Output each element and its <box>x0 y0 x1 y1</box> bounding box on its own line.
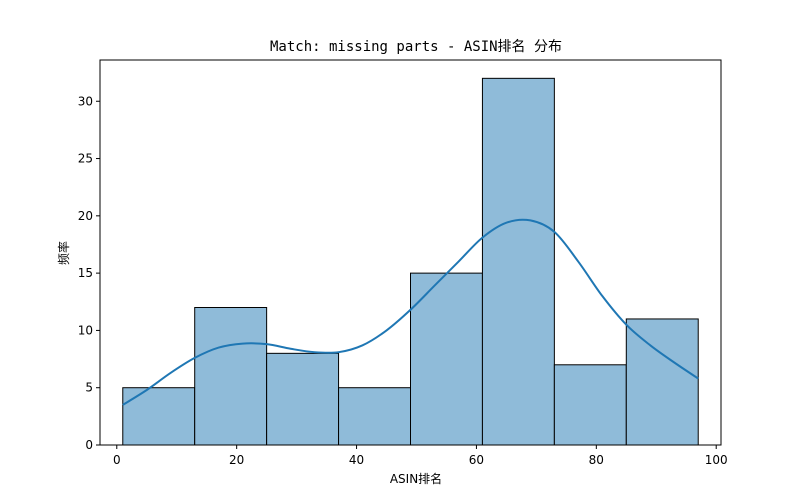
y-tick-label: 0 <box>85 438 93 452</box>
y-axis-ticks: 0 5 10 15 20 25 30 <box>78 94 100 452</box>
x-axis-label: ASIN排名 <box>390 471 442 486</box>
y-axis-label: 频率 <box>56 241 71 265</box>
x-tick-label: 60 <box>469 453 484 467</box>
x-tick-label: 80 <box>589 453 604 467</box>
histogram-bar <box>625 318 699 446</box>
x-tick-label: 20 <box>229 453 244 467</box>
histogram-bar <box>194 307 268 446</box>
x-tick-label: 100 <box>705 453 728 467</box>
y-tick-label: 25 <box>78 152 93 166</box>
kde-curve-group <box>122 218 699 406</box>
plot-frame <box>99 59 722 446</box>
histogram-bar <box>410 272 483 446</box>
chart-title: Match: missing parts - ASIN排名 分布 <box>270 39 562 55</box>
x-tick-label: 0 <box>113 453 121 467</box>
histogram-bar <box>481 77 555 446</box>
y-tick-label: 30 <box>78 94 93 108</box>
y-tick-label: 15 <box>78 266 93 280</box>
histogram-bars <box>122 77 699 446</box>
histogram-bar <box>553 364 627 446</box>
y-tick-label: 10 <box>78 323 93 337</box>
x-tick-label: 40 <box>349 453 364 467</box>
histogram-bar <box>266 352 340 446</box>
histogram-bar <box>338 387 411 446</box>
y-tick-label: 20 <box>78 209 93 223</box>
axes <box>99 59 722 446</box>
x-axis-ticks: 0 20 40 60 80 100 <box>113 445 728 467</box>
y-tick-label: 5 <box>85 381 93 395</box>
kde-line <box>122 218 699 406</box>
histogram-bar <box>122 387 196 446</box>
